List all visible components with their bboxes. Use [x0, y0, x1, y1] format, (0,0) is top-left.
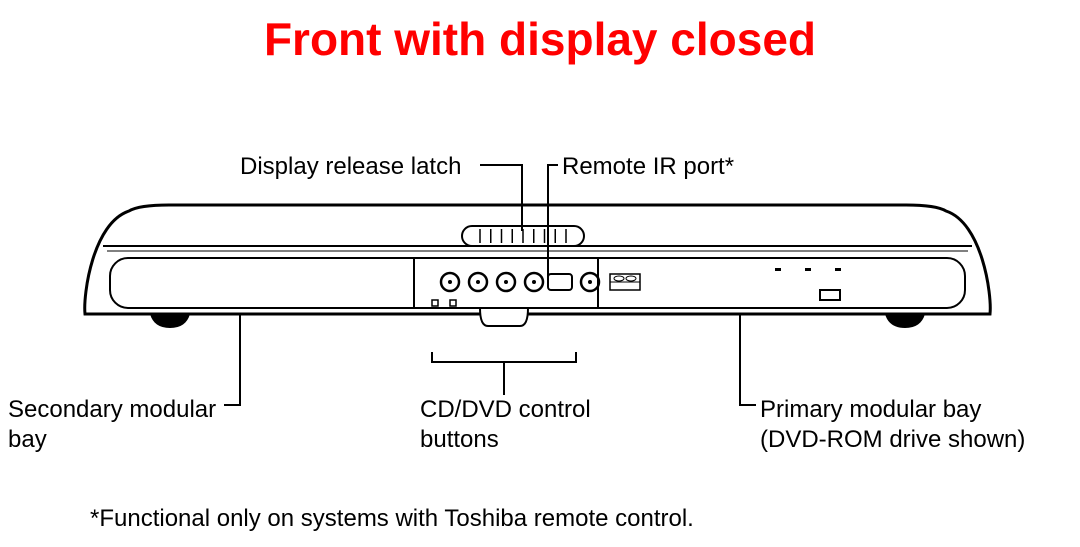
- laptop-diagram: [0, 0, 1080, 547]
